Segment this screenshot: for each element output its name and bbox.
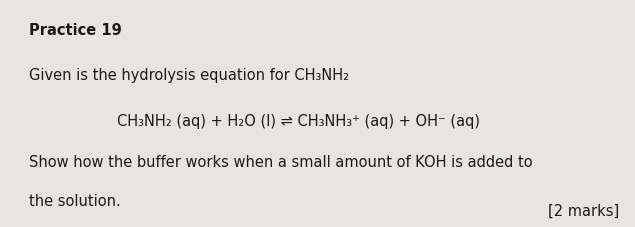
Text: [2 marks]: [2 marks] (548, 203, 619, 218)
Text: CH₃NH₂ (aq) + H₂O (l) ⇌ CH₃NH₃⁺ (aq) + OH⁻ (aq): CH₃NH₂ (aq) + H₂O (l) ⇌ CH₃NH₃⁺ (aq) + O… (117, 114, 480, 128)
Text: Practice 19: Practice 19 (29, 23, 121, 38)
Text: Show how the buffer works when a small amount of KOH is added to: Show how the buffer works when a small a… (29, 154, 532, 169)
Text: Given is the hydrolysis equation for CH₃NH₂: Given is the hydrolysis equation for CH₃… (29, 68, 349, 83)
Text: the solution.: the solution. (29, 193, 120, 208)
